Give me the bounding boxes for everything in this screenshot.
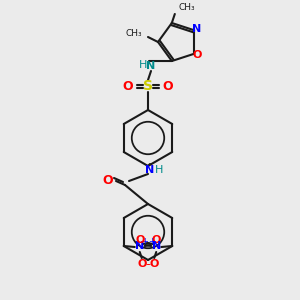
Text: +: + [148,236,155,245]
Text: H: H [139,60,147,70]
Text: O: O [137,259,146,269]
Text: -: - [146,259,150,269]
Text: O: O [163,80,173,92]
Text: O: O [136,235,145,245]
Text: N: N [152,241,161,251]
Text: N: N [146,61,156,71]
Text: -: - [146,259,150,269]
Text: H: H [155,165,163,175]
Text: O: O [151,235,160,245]
Text: N: N [192,24,201,34]
Text: S: S [143,79,153,93]
Text: O: O [123,80,133,92]
Text: CH₃: CH₃ [125,28,142,38]
Text: O: O [150,259,159,269]
Text: +: + [141,236,148,245]
Text: O: O [103,173,113,187]
Text: N: N [146,165,154,175]
Text: N: N [135,241,144,251]
Text: CH₃: CH₃ [179,4,195,13]
Text: O: O [193,50,202,60]
